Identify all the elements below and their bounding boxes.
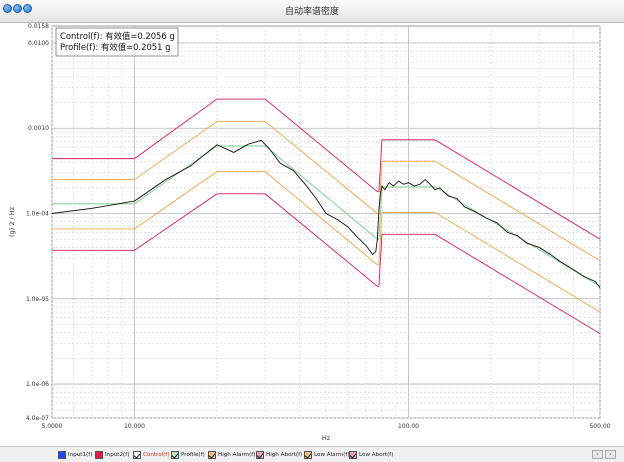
legend-nav: ‹ › (592, 450, 616, 459)
series-low-abort-line (52, 193, 601, 335)
legend-next-button[interactable]: › (605, 450, 616, 459)
legend-checkbox-icon[interactable] (133, 451, 141, 459)
legend-item-label: Low Alarm(f) (314, 452, 350, 458)
window-close-icon[interactable] (3, 4, 12, 13)
legend-item-label: Control(f) (143, 452, 170, 458)
annotation-frame (55, 27, 179, 57)
title-bar: 自动率谱密度 (0, 0, 624, 23)
legend-item-label: Profile(f) (181, 452, 205, 458)
legend-item-label: Input1(f) (68, 452, 93, 458)
legend-checkbox-icon[interactable] (256, 451, 264, 459)
x-tick-label: 500.00 (590, 423, 611, 430)
legend-item-label: Low Abort(f) (359, 452, 394, 458)
legend-checkbox-icon[interactable] (349, 451, 357, 459)
legend-checkbox-icon[interactable] (95, 451, 103, 459)
y-tick-label: 0.0010 (28, 125, 49, 132)
y-tick-label: 1.0e-05 (26, 296, 49, 303)
series-low-alarm-line (52, 171, 601, 313)
legend-bar: Input1(f) Input2(f) Control(f) Profile(f) Hi… (0, 446, 624, 462)
window-minimize-icon[interactable] (13, 4, 22, 13)
annotation-line: Control(f): 有效值=0.2056 g (60, 31, 175, 41)
y-tick-label: 0.0158 (28, 23, 49, 30)
x-tick-label: 5.0000 (42, 423, 63, 430)
legend-item-label: High Alarm(f) (218, 452, 256, 458)
window-title: 自动率谱密度 (284, 7, 339, 17)
y-gridlines (52, 42, 600, 419)
series-high-alarm-line (52, 121, 601, 262)
y-tick-label: 1.0e-04 (26, 211, 49, 218)
legend-checkbox-icon[interactable] (171, 451, 179, 459)
psd-chart: 5.0000 10.000 100.00 500.00 0.0158 0.0100 0.00… (8, 23, 611, 442)
x-axis-label: Hz (322, 434, 331, 442)
annotation-line: Profile(f): 有效值=0.2051 g (60, 42, 170, 52)
series-control-line (51, 139, 601, 288)
legend-checkbox-icon[interactable] (304, 451, 312, 459)
legend-checkbox-icon[interactable] (208, 451, 216, 459)
y-tick-label: 1.0e-06 (26, 381, 49, 388)
legend-item-label: High Abort(f) (266, 452, 303, 458)
y-axis-label: (g) 2 / Hz (8, 206, 16, 237)
window-maximize-icon[interactable] (23, 4, 32, 13)
y-tick-label: 4.0e-07 (26, 415, 49, 422)
series-high-abort-line (52, 98, 601, 240)
legend-item-label: Input2(f) (105, 452, 130, 458)
x-tick-label: 10.000 (124, 423, 145, 430)
x-tick-label: 100.00 (398, 423, 419, 430)
legend-checkbox-icon[interactable] (58, 451, 66, 459)
legend-prev-button[interactable]: ‹ (592, 450, 603, 459)
y-tick-label: 0.0100 (28, 40, 49, 47)
